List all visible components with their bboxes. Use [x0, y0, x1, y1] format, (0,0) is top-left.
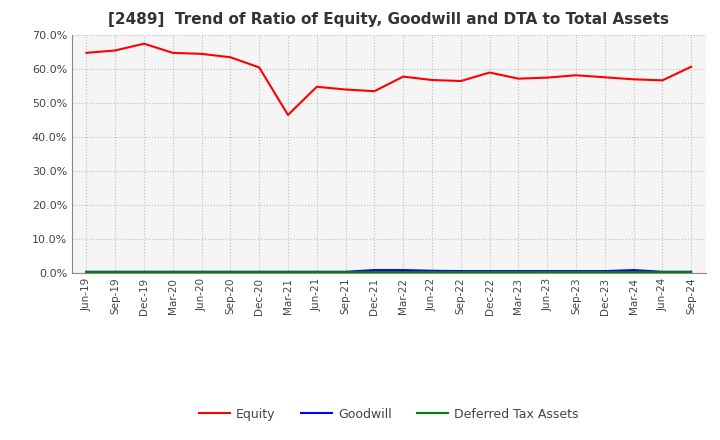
Deferred Tax Assets [284, 270, 292, 275]
Deferred Tax Assets [428, 270, 436, 275]
Equity [255, 65, 264, 70]
Deferred Tax Assets [658, 270, 667, 275]
Deferred Tax Assets [370, 270, 379, 275]
Goodwill [600, 268, 609, 274]
Equity [658, 78, 667, 83]
Deferred Tax Assets [312, 270, 321, 275]
Line: Equity: Equity [86, 44, 691, 115]
Goodwill [111, 269, 120, 275]
Deferred Tax Assets [399, 270, 408, 275]
Equity [629, 77, 638, 82]
Legend: Equity, Goodwill, Deferred Tax Assets: Equity, Goodwill, Deferred Tax Assets [194, 403, 584, 425]
Goodwill [168, 269, 177, 275]
Goodwill [82, 269, 91, 275]
Goodwill [572, 268, 580, 274]
Goodwill [399, 268, 408, 273]
Deferred Tax Assets [600, 270, 609, 275]
Deferred Tax Assets [168, 270, 177, 275]
Deferred Tax Assets [485, 270, 494, 275]
Deferred Tax Assets [111, 270, 120, 275]
Goodwill [543, 268, 552, 274]
Equity [226, 55, 235, 60]
Goodwill [255, 269, 264, 275]
Deferred Tax Assets [140, 270, 148, 275]
Goodwill [140, 269, 148, 275]
Deferred Tax Assets [629, 270, 638, 275]
Equity [284, 112, 292, 117]
Equity [168, 50, 177, 55]
Deferred Tax Assets [197, 270, 206, 275]
Equity [312, 84, 321, 89]
Deferred Tax Assets [572, 270, 580, 275]
Equity [140, 41, 148, 46]
Goodwill [312, 269, 321, 275]
Equity [428, 77, 436, 83]
Equity [82, 50, 91, 55]
Goodwill [629, 268, 638, 273]
Equity [485, 70, 494, 75]
Goodwill [658, 269, 667, 275]
Deferred Tax Assets [514, 270, 523, 275]
Equity [514, 76, 523, 81]
Deferred Tax Assets [543, 270, 552, 275]
Deferred Tax Assets [341, 270, 350, 275]
Equity [543, 75, 552, 80]
Title: [2489]  Trend of Ratio of Equity, Goodwill and DTA to Total Assets: [2489] Trend of Ratio of Equity, Goodwil… [108, 12, 670, 27]
Equity [572, 73, 580, 78]
Goodwill [456, 268, 465, 274]
Deferred Tax Assets [226, 270, 235, 275]
Goodwill [485, 268, 494, 274]
Goodwill [226, 269, 235, 275]
Deferred Tax Assets [82, 270, 91, 275]
Equity [341, 87, 350, 92]
Goodwill [370, 268, 379, 273]
Goodwill [514, 268, 523, 274]
Equity [687, 64, 696, 70]
Equity [111, 48, 120, 53]
Deferred Tax Assets [255, 270, 264, 275]
Equity [456, 78, 465, 84]
Equity [370, 88, 379, 94]
Deferred Tax Assets [687, 270, 696, 275]
Goodwill [284, 269, 292, 275]
Goodwill [687, 269, 696, 275]
Line: Goodwill: Goodwill [86, 270, 691, 272]
Goodwill [197, 269, 206, 275]
Equity [197, 51, 206, 56]
Equity [600, 75, 609, 80]
Goodwill [341, 269, 350, 275]
Deferred Tax Assets [456, 270, 465, 275]
Goodwill [428, 268, 436, 273]
Equity [399, 74, 408, 79]
